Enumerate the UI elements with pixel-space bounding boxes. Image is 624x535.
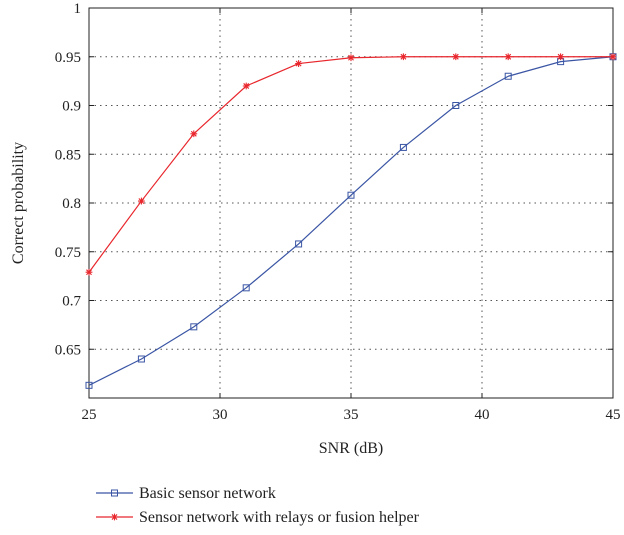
legend-label: Basic sensor network: [139, 485, 276, 502]
x-tick-label: 40: [475, 407, 490, 423]
data-point: [452, 53, 460, 61]
data-point: [609, 53, 617, 61]
legend-marker: [111, 513, 118, 521]
axis-ticks: 25 30 35 40 45 0.65 0.7 0.75 0.8 0.85 0.9 0.95 1: [55, 1, 621, 423]
legend-item: Basic sensor network: [96, 485, 276, 502]
data-point: [295, 240, 303, 248]
x-tick-label: 25: [82, 407, 97, 423]
data-point: [190, 323, 198, 331]
data-point: [504, 72, 512, 80]
data-point: [137, 355, 145, 363]
data-point: [557, 53, 564, 61]
x-tick-label: 35: [344, 407, 359, 423]
y-tick-label: 0.65: [55, 342, 81, 358]
data-point: [242, 284, 250, 292]
y-tick-label: 1: [74, 1, 82, 17]
legend-marker: [111, 489, 118, 497]
data-point: [400, 53, 407, 61]
x-tick-label: 45: [606, 407, 621, 423]
data-point: [190, 130, 198, 138]
legend-label: Sensor network with relays or fusion hel…: [139, 509, 420, 526]
data-point: [347, 54, 355, 62]
grid-lines: [89, 8, 613, 398]
series-2: [85, 53, 617, 276]
data-point: [85, 381, 93, 389]
legend: Basic sensor network Sensor network with …: [96, 485, 420, 526]
data-point: [452, 102, 460, 109]
x-tick-label: 30: [213, 407, 228, 423]
data-point: [504, 53, 512, 61]
data-point: [85, 268, 93, 276]
series-layer: [85, 53, 617, 389]
x-axis-label: SNR (dB): [319, 440, 383, 457]
y-tick-label: 0.8: [62, 196, 81, 212]
y-tick-label: 0.7: [62, 294, 81, 310]
legend-item: Sensor network with relays or fusion hel…: [96, 509, 420, 526]
data-point: [295, 60, 302, 67]
y-tick-label: 0.75: [55, 245, 81, 261]
data-point: [242, 82, 250, 90]
data-point: [138, 197, 145, 205]
series-line: [88, 56, 614, 386]
data-point: [347, 191, 355, 199]
y-axis-label: Correct probability: [10, 142, 27, 264]
y-tick-label: 0.95: [55, 50, 81, 66]
y-tick-label: 0.85: [55, 147, 81, 163]
y-tick-label: 0.9: [62, 99, 81, 115]
data-point: [399, 143, 407, 151]
